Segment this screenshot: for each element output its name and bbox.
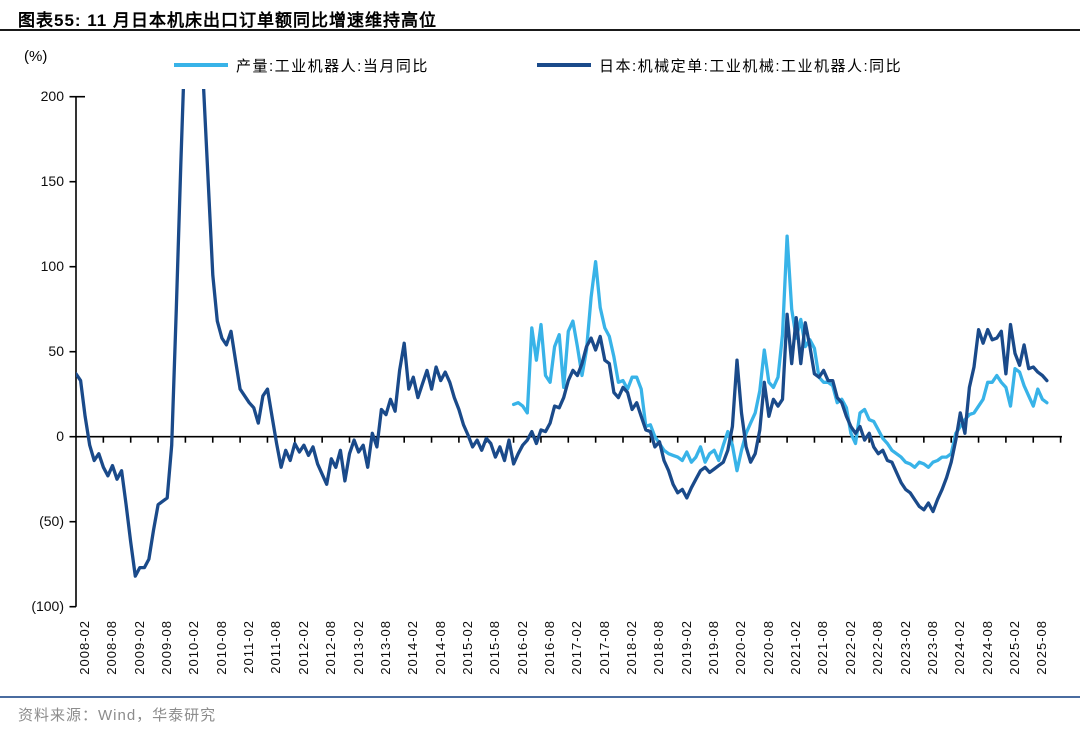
legend-line-swatch-lightblue [174,63,228,67]
x-tick-label: 2013-02 [350,620,366,675]
x-tick-label: 2024-08 [979,620,995,675]
x-tick-label: 2011-02 [241,620,257,674]
x-tick-label: 2019-08 [706,620,722,675]
x-tick-label: 2014-08 [432,620,448,675]
x-tick-label: 2021-02 [788,620,804,675]
legend-label: 日本:机械定单:工业机械:工业机器人:同比 [599,57,903,75]
series-line-robot-output [511,234,1049,473]
x-tick-label: 2015-02 [459,620,475,675]
x-tick-label: 2024-02 [952,620,968,675]
x-tick-label: 2016-02 [514,620,530,675]
x-tick-label: 2014-02 [405,620,421,675]
x-tick-label: 2025-02 [1006,620,1022,675]
series-line-japan-orders [76,89,1049,578]
source-note: 资料来源：Wind，华泰研究 [18,707,217,724]
footer-divider-line [0,696,1080,698]
y-tick-label: 200 [40,87,64,104]
x-tick-label: 2023-02 [897,620,913,675]
x-tick-label: 2020-02 [733,620,749,675]
x-tick-label: 2016-08 [541,620,557,675]
x-tick-label: 2008-02 [77,620,92,675]
legend-item-robot-output: 产量:工业机器人:当月同比 [174,56,429,75]
x-tick-label: 2012-08 [323,620,339,675]
y-tick-label: 50 [48,342,64,359]
x-tick-label: 2010-02 [186,620,202,675]
x-tick-label: 2013-08 [377,620,393,675]
x-tick-label: 2022-08 [870,620,886,675]
legend-item-japan-orders: 日本:机械定单:工业机械:工业机器人:同比 [537,56,903,75]
y-tick-label: 100 [40,257,64,274]
y-axis-unit-label: (%) [24,48,48,65]
y-tick-label: 150 [40,172,64,189]
x-tick-label: 2019-02 [678,620,694,675]
x-tick-label: 2018-02 [624,620,639,675]
legend-label: 产量:工业机器人:当月同比 [236,57,429,75]
x-tick-label: 2025-08 [1034,620,1050,675]
x-tick-label: 2018-08 [651,620,667,675]
x-tick-label: 2017-02 [569,620,585,675]
x-tick-label: 2017-08 [596,620,612,675]
x-tick-label: 2009-08 [159,620,175,675]
title-divider-line [0,29,1080,31]
x-tick-label: 2011-08 [268,620,284,674]
x-tick-label: 2022-02 [842,620,858,675]
x-tick-label: 2023-08 [924,620,940,675]
legend-line-swatch-navy [537,63,591,67]
y-tick-label: (100) [31,597,64,614]
y-tick-label: (50) [39,512,64,529]
x-tick-label: 2008-08 [104,620,120,675]
x-tick-label: 2010-08 [213,620,229,675]
axis-lines [69,95,1062,608]
x-tick-label: 2020-08 [760,620,776,675]
y-tick-label: 0 [56,427,64,444]
chart-title: 图表55: 11 月日本机床出口订单额同比增速维持高位 [18,11,437,30]
x-tick-label: 2009-02 [131,620,147,675]
x-tick-label: 2012-02 [295,620,311,675]
x-tick-label: 2015-08 [487,620,503,675]
x-tick-label: 2021-08 [815,620,831,675]
